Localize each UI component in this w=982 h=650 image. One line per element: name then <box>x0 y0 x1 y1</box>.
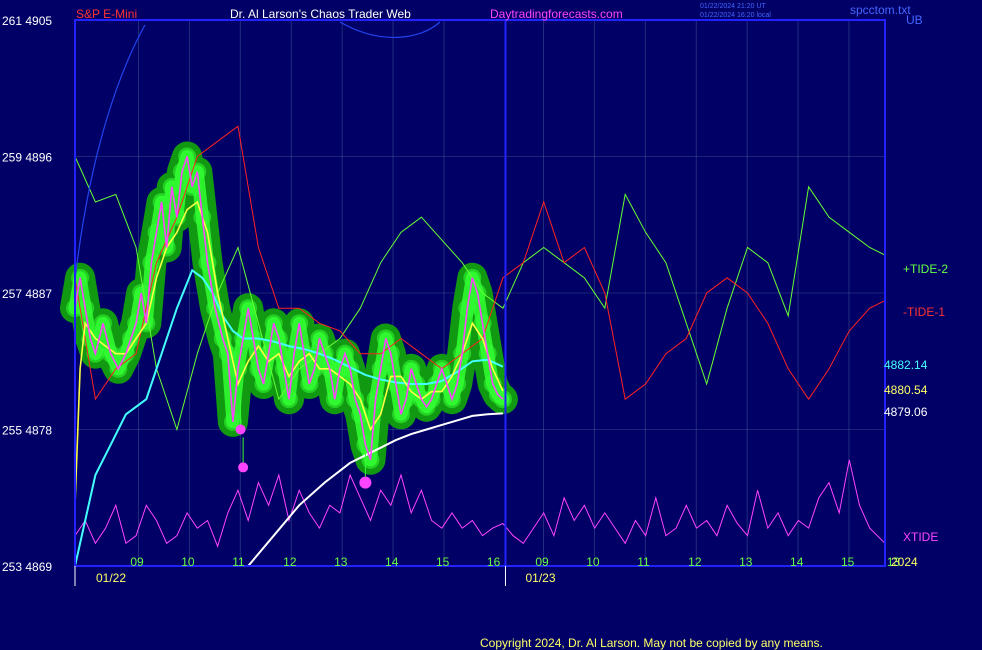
ub-label: UB <box>906 13 923 27</box>
tide-lines <box>74 21 886 548</box>
turn-marker <box>359 476 372 489</box>
date-label: 01/23 <box>525 571 555 585</box>
x-tick-label: 11 <box>232 555 245 569</box>
date-label: 01/22 <box>96 571 126 585</box>
turn-marker <box>238 462 249 473</box>
plot-border <box>74 19 886 567</box>
turn-marker <box>235 424 246 435</box>
tide1-label: -TIDE-1 <box>903 305 945 319</box>
ema-mid-value: 4882.14 <box>884 358 928 372</box>
y-tick-label: 253 4869 <box>2 560 52 574</box>
y-tick-label: 257 4887 <box>2 287 52 301</box>
chart-frame <box>74 19 886 586</box>
data-file-label: spcctom.txt <box>850 3 911 17</box>
x-tick-label: 12 <box>283 555 297 569</box>
x-tick-label: 09 <box>535 555 549 569</box>
ema-fast-value: 4880.54 <box>884 383 928 397</box>
x-tick-label: 14 <box>790 555 804 569</box>
tide2-label: +TIDE-2 <box>903 262 948 276</box>
xtide-label: XTIDE <box>903 530 938 544</box>
price-series-lines <box>74 156 504 567</box>
symbol-title: S&P E-Mini <box>76 7 137 21</box>
ema-mid-line <box>74 268 504 567</box>
x-tick-label: 09 <box>130 555 144 569</box>
axis-labels: 261 4905 259 4896 257 4887 255 4878 253 4869… <box>2 14 901 585</box>
y-tick-label: 259 4896 <box>2 151 52 165</box>
x-tick-label: 13 <box>334 555 348 569</box>
price-line <box>74 156 504 461</box>
copyright-notice: Copyright 2024, Dr. Al Larson. May not b… <box>480 636 823 650</box>
ema-slow-line <box>247 412 503 567</box>
x-tick-label: 11 <box>637 555 650 569</box>
x-tick-label: 15 <box>436 555 450 569</box>
upper-channel-line <box>74 21 441 281</box>
timestamp-ut: 01/22/2024 21:20 UT <box>700 3 766 10</box>
site-link[interactable]: Daytradingforecasts.com <box>490 7 623 21</box>
x-tick-label: 16 <box>487 555 501 569</box>
tide2-line <box>74 156 886 432</box>
ema-slow-value: 4879.06 <box>884 405 928 419</box>
year-label: 2024 <box>891 555 918 569</box>
x-tick-label: 14 <box>385 555 399 569</box>
author-title: Dr. Al Larson's Chaos Trader Web <box>230 7 411 21</box>
x-tick-label: 15 <box>841 555 855 569</box>
y-tick-label: 261 4905 <box>2 14 52 28</box>
x-tick-label: 10 <box>586 555 600 569</box>
y-tick-label: 255 4878 <box>2 424 52 438</box>
timestamp-local: 01/22/2024 16:20 local <box>700 12 771 19</box>
xtide-line <box>74 459 886 548</box>
turn-markers <box>235 399 372 489</box>
x-tick-label: 10 <box>181 555 195 569</box>
x-tick-label: 13 <box>887 555 901 569</box>
x-tick-label: 13 <box>739 555 753 569</box>
x-tick-label: 12 <box>688 555 702 569</box>
